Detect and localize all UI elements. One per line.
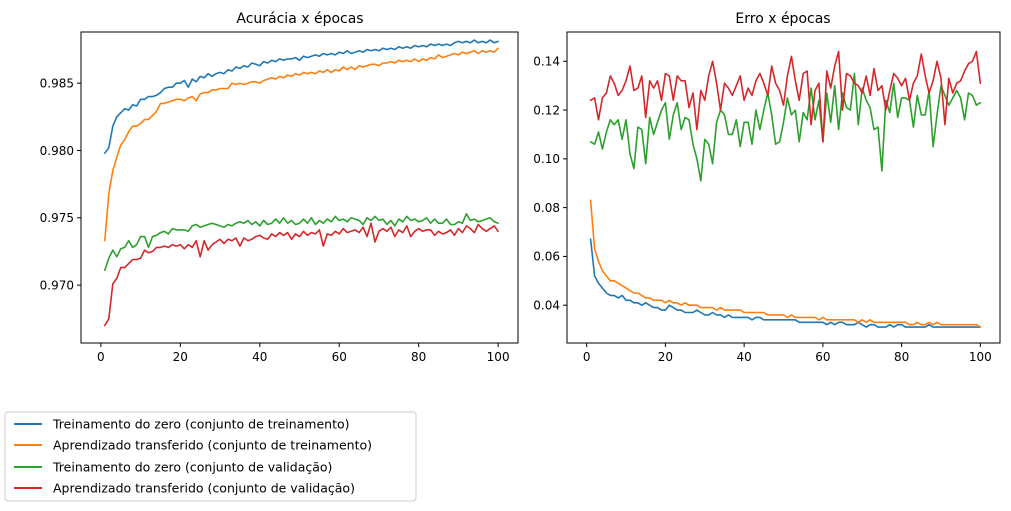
loss-x-tick-label: 80 [894,350,909,364]
loss-x-tick-label: 100 [969,350,992,364]
legend-entry: Treinamento do zero (conjunto de treinam… [14,417,350,432]
loss-series-line-3 [589,72,982,182]
accuracy-x-tick-label: 20 [173,350,188,364]
legend: Treinamento do zero (conjunto de treinam… [4,411,417,502]
accuracy-chart-title: Acurácia x épocas [236,11,363,27]
loss-series-lines [589,50,982,328]
legend-label: Aprendizado transferido (conjunto de tre… [53,438,372,453]
legend-entry: Treinamento do zero (conjunto de validaç… [14,460,332,475]
accuracy-series-line-2 [104,47,499,242]
accuracy-axis-ticks: 0 20 40 60 80 100 0.970 0.975 0.980 0.985 [40,76,510,364]
accuracy-y-tick-label: 0.985 [40,76,74,90]
accuracy-x-tick-label: 60 [332,350,347,364]
loss-plot-frame [566,31,1001,344]
loss-chart-title: Erro x épocas [735,11,830,27]
legend-label: Treinamento do zero (conjunto de treinam… [52,417,350,432]
legend-label: Aprendizado transferido (conjunto de val… [53,481,355,496]
loss-series-line-2 [589,199,982,328]
legend-entry: Aprendizado transferido (conjunto de val… [14,481,355,496]
loss-x-tick-label: 40 [736,350,751,364]
accuracy-y-tick-label: 0.980 [40,144,74,158]
loss-x-tick-label: 0 [583,350,591,364]
legend-frame [4,411,417,502]
loss-y-tick-label: 0.12 [533,103,560,117]
accuracy-series-line-1 [104,39,499,154]
accuracy-series-lines [104,39,499,327]
accuracy-x-tick-label: 100 [487,350,510,364]
legend-label: Treinamento do zero (conjunto de validaç… [52,460,332,475]
accuracy-x-tick-label: 80 [411,350,426,364]
loss-series-line-1 [589,238,982,328]
loss-axis-ticks: 0 20 40 60 80 100 0.04 0.06 0.08 0.10 0.12 0.14 [533,55,991,364]
loss-y-tick-label: 0.06 [533,250,560,264]
accuracy-y-tick-label: 0.970 [40,278,74,292]
loss-chart: Erro x épocas 0 20 40 60 80 100 0.04 0.06 0.08 0.… [533,11,1001,364]
loss-x-tick-label: 60 [815,350,830,364]
legend-entry: Aprendizado transferido (conjunto de tre… [14,438,372,453]
loss-series-line-4 [589,50,982,143]
accuracy-x-tick-label: 0 [97,350,105,364]
loss-y-tick-label: 0.08 [533,201,560,215]
loss-y-tick-label: 0.10 [533,152,560,166]
loss-y-tick-label: 0.04 [533,298,560,312]
accuracy-x-tick-label: 40 [252,350,267,364]
accuracy-plot-frame [80,31,519,344]
loss-x-tick-label: 20 [658,350,673,364]
accuracy-y-tick-label: 0.975 [40,211,74,225]
accuracy-series-line-3 [104,213,499,272]
accuracy-series-line-4 [104,222,499,327]
accuracy-chart: Acurácia x épocas 0 20 40 60 80 100 0.970 0.975… [40,11,519,364]
loss-y-tick-label: 0.14 [533,55,560,69]
